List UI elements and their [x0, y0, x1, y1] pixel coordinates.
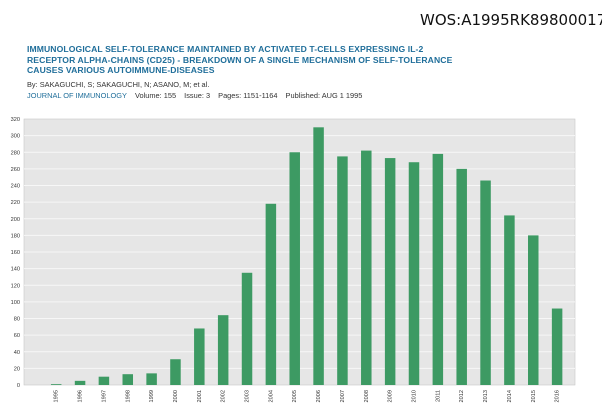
- bar-2015[interactable]: [528, 235, 539, 385]
- bar-2001[interactable]: [194, 328, 205, 385]
- x-tick-label: 1997: [101, 390, 107, 402]
- record-header: IMMUNOLOGICAL SELF-TOLERANCE MAINTAINED …: [27, 44, 472, 100]
- bar-2012[interactable]: [456, 168, 467, 385]
- x-tick-label: 2001: [197, 390, 203, 402]
- pages-label: Pages:: [218, 90, 242, 100]
- bar-2006[interactable]: [313, 127, 324, 385]
- x-tick-label: 1995: [54, 390, 60, 402]
- bar-1995[interactable]: [50, 384, 62, 385]
- x-tick-label: 2013: [483, 390, 489, 402]
- published-field: Published: AUG 1 1995: [286, 91, 363, 100]
- wos-accession-number: WOS:A1995RK89800017: [420, 11, 602, 29]
- bar-2007[interactable]: [337, 156, 348, 385]
- bar-2013[interactable]: [480, 180, 491, 385]
- authors-label: By:: [27, 79, 38, 89]
- bar-2016[interactable]: [551, 308, 563, 385]
- issue-label: Issue:: [184, 90, 204, 100]
- published-value: AUG 1 1995: [321, 90, 363, 100]
- y-tick-label: 100: [11, 300, 20, 306]
- volume-value: 155: [163, 90, 177, 100]
- citations-bar-chart: 0 20 40 60 80 100 120 140 160 180 200 220 240 260 280 3…: [11, 117, 576, 402]
- y-tick-label: 120: [11, 283, 20, 289]
- x-tick-label: 2016: [555, 390, 561, 402]
- x-tick-label: 2009: [388, 390, 394, 402]
- x-tick-label: 2012: [459, 390, 465, 402]
- x-tick-label: 1999: [149, 390, 155, 402]
- x-tick-label: 1998: [125, 390, 131, 402]
- bar-2005[interactable]: [289, 152, 300, 385]
- x-tick-label: 2010: [411, 390, 417, 402]
- bar-2011[interactable]: [432, 153, 444, 385]
- issue-field: Issue: 3: [184, 91, 210, 100]
- y-tick-label: 140: [11, 267, 20, 273]
- x-tick-label: 2005: [292, 390, 298, 402]
- y-tick-label: 300: [11, 134, 20, 140]
- bar-2004[interactable]: [265, 203, 277, 385]
- bar-2009[interactable]: [384, 158, 396, 385]
- y-tick-label: 200: [11, 217, 20, 223]
- x-tick-label: 2011: [435, 390, 441, 402]
- record-title[interactable]: IMMUNOLOGICAL SELF-TOLERANCE MAINTAINED …: [27, 44, 453, 76]
- x-tick-label: 2007: [340, 390, 346, 402]
- y-tick-label: 320: [11, 117, 20, 123]
- bar-1999[interactable]: [146, 373, 157, 385]
- journal-link[interactable]: JOURNAL OF IMMUNOLOGY: [27, 90, 127, 100]
- record-source-line: JOURNAL OF IMMUNOLOGY Volume: 155 Issue:…: [27, 91, 472, 100]
- x-tick-label: 2004: [268, 390, 274, 402]
- authors-value[interactable]: SAKAGUCHI, S; SAKAGUCHI, N; ASANO, M; et…: [39, 79, 210, 89]
- bar-2008[interactable]: [361, 150, 372, 385]
- bar-2003[interactable]: [241, 272, 253, 385]
- bar-2002[interactable]: [217, 315, 229, 385]
- bar-2000[interactable]: [170, 359, 181, 385]
- y-tick-label: 180: [11, 233, 20, 239]
- published-label: Published:: [285, 90, 321, 100]
- y-tick-label: 20: [14, 366, 20, 372]
- x-tick-label: 2014: [507, 390, 513, 402]
- y-tick-label: 240: [11, 184, 20, 190]
- issue-value: 3: [205, 90, 211, 100]
- y-axis: 0 20 40 60 80 100 120 140 160 180 200 220 240 260 280 3…: [11, 117, 20, 389]
- x-tick-label: 2006: [316, 390, 322, 402]
- volume-field: Volume: 155: [135, 91, 176, 100]
- y-tick-label: 40: [14, 350, 20, 356]
- x-axis: 1995 1996 1997 1998 1999 2000 2001 2002 2003 2004…: [54, 390, 561, 402]
- bar-2010[interactable]: [408, 162, 420, 385]
- x-tick-label: 1996: [78, 390, 84, 402]
- x-tick-label: 2002: [221, 390, 227, 402]
- y-tick-label: 220: [11, 200, 20, 206]
- record-authors-line: By: SAKAGUCHI, S; SAKAGUCHI, N; ASANO, M…: [27, 80, 472, 89]
- y-tick-label: 260: [11, 167, 20, 173]
- pages-value: 1151-1164: [243, 90, 278, 100]
- y-tick-label: 80: [14, 317, 20, 323]
- x-tick-label: 2008: [364, 390, 370, 402]
- pages-field: Pages: 1151-1164: [218, 91, 277, 100]
- x-tick-label: 2003: [245, 390, 251, 402]
- bars: [50, 127, 563, 385]
- bar-1998[interactable]: [122, 374, 134, 385]
- y-tick-label: 160: [11, 250, 20, 256]
- bar-1996[interactable]: [74, 380, 86, 385]
- y-tick-label: 0: [17, 383, 20, 389]
- y-tick-label: 60: [14, 333, 20, 339]
- bar-1997[interactable]: [98, 376, 110, 385]
- y-tick-label: 280: [11, 150, 20, 156]
- bar-2014[interactable]: [504, 215, 515, 385]
- volume-label: Volume:: [134, 90, 162, 100]
- x-tick-label: 2000: [173, 390, 179, 402]
- x-tick-label: 2015: [531, 390, 537, 402]
